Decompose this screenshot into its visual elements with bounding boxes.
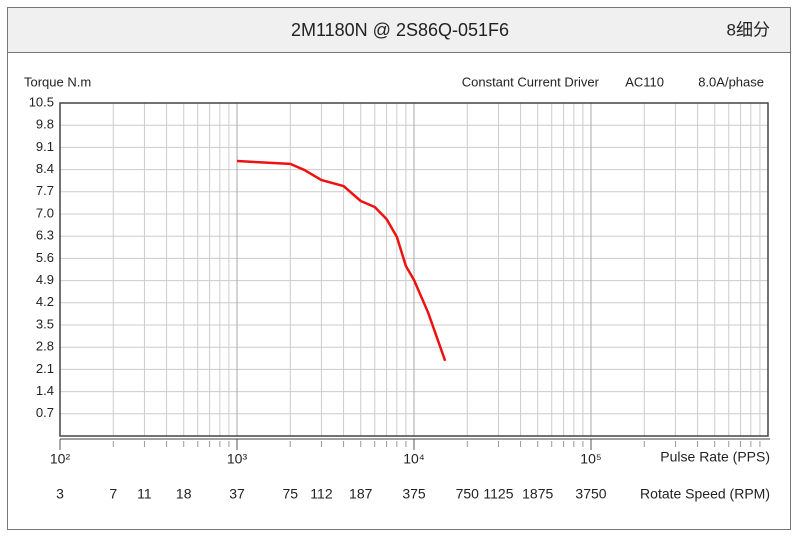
y-tick-label: 4.9 xyxy=(36,272,54,287)
x2-axis-label: Rotate Speed (RPM) xyxy=(640,486,770,502)
title-note: 8细分 xyxy=(727,20,770,39)
x-tick-label: 10² xyxy=(50,451,71,467)
x2-tick-label: 18 xyxy=(176,486,192,502)
frame xyxy=(7,7,791,530)
x2-tick-label: 37 xyxy=(229,486,245,502)
subtitle: Constant Current Driver xyxy=(462,74,600,89)
y-tick-label: 2.8 xyxy=(36,339,54,354)
x2-tick-label: 750 xyxy=(456,486,480,502)
y-tick-label: 7.0 xyxy=(36,205,54,220)
y-axis-label: Torque N.m xyxy=(24,74,91,89)
y-tick-label: 7.7 xyxy=(36,183,54,198)
y-tick-label: 8.4 xyxy=(36,161,54,176)
x2-tick-label: 112 xyxy=(310,486,333,502)
x2-tick-label: 7 xyxy=(109,486,117,502)
subtitle: AC110 xyxy=(625,74,664,89)
y-tick-label: 10.5 xyxy=(29,94,54,109)
x2-tick-label: 1125 xyxy=(483,486,513,502)
x-tick-label: 10⁴ xyxy=(403,451,425,467)
y-tick-label: 3.5 xyxy=(36,316,54,331)
x-tick-label: 10³ xyxy=(227,451,248,467)
y-tick-label: 4.2 xyxy=(36,294,54,309)
y-tick-label: 1.4 xyxy=(36,383,54,398)
y-tick-label: 9.8 xyxy=(36,117,54,132)
x2-tick-label: 375 xyxy=(402,486,426,502)
x2-tick-label: 1875 xyxy=(522,486,553,502)
x-tick-label: 10⁵ xyxy=(580,451,601,467)
x2-tick-label: 11 xyxy=(137,486,152,502)
subtitle: 8.0A/phase xyxy=(698,74,764,89)
x2-tick-label: 3 xyxy=(56,486,64,502)
x2-tick-label: 3750 xyxy=(575,486,606,502)
y-tick-label: 5.6 xyxy=(36,250,54,265)
y-tick-label: 2.1 xyxy=(36,361,54,376)
chart-title: 2M1180N @ 2S86Q-051F6 xyxy=(291,20,509,40)
y-tick-label: 0.7 xyxy=(36,405,54,420)
y-tick-label: 9.1 xyxy=(36,139,54,154)
title-bar xyxy=(8,8,790,52)
torque-curve xyxy=(236,159,447,362)
y-tick-label: 6.3 xyxy=(36,228,54,243)
x2-tick-label: 75 xyxy=(282,486,298,502)
plot-border xyxy=(59,102,769,437)
x2-tick-label: 187 xyxy=(349,486,373,502)
x-axis-label: Pulse Rate (PPS) xyxy=(660,449,770,465)
